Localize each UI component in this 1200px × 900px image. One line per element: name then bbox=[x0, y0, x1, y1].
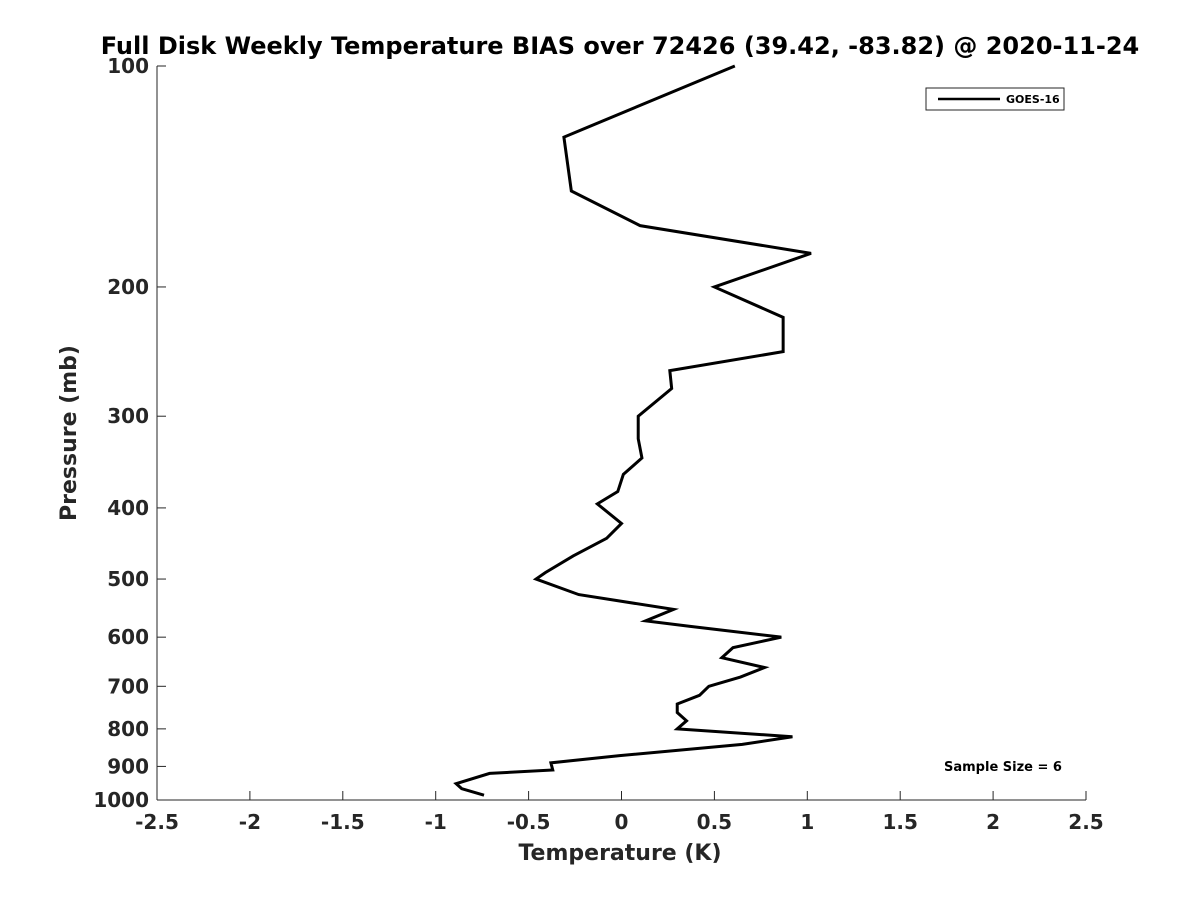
x-tick-label: 2 bbox=[986, 810, 1000, 834]
y-tick-label: 200 bbox=[107, 275, 149, 299]
sample-size-annotation: Sample Size = 6 bbox=[944, 760, 1062, 775]
x-tick-label: -0.5 bbox=[507, 810, 551, 834]
series-layer bbox=[453, 64, 812, 797]
y-tick-label: 800 bbox=[107, 717, 149, 741]
x-tick-label: 0.5 bbox=[697, 810, 732, 834]
y-tick-label: 600 bbox=[107, 625, 149, 649]
x-tick-label: 1.5 bbox=[882, 810, 917, 834]
x-tick-label: 2.5 bbox=[1068, 810, 1103, 834]
legend-label: GOES-16 bbox=[1006, 93, 1060, 106]
y-ticks: 100 200 300 400 500 600 700 800 900 1000 bbox=[93, 54, 166, 812]
x-tick-label: -1 bbox=[425, 810, 447, 834]
legend: GOES-16 bbox=[925, 87, 1065, 111]
x-tick-label: 1 bbox=[800, 810, 814, 834]
y-tick-label: 900 bbox=[107, 754, 149, 778]
chart-title: Full Disk Weekly Temperature BIAS over 7… bbox=[101, 32, 1140, 60]
x-tick-label: -2 bbox=[239, 810, 261, 834]
y-tick-label: 1000 bbox=[93, 788, 149, 812]
y-tick-label: 700 bbox=[107, 674, 149, 698]
y-tick-label: 400 bbox=[107, 496, 149, 520]
x-tick-label: -1.5 bbox=[321, 810, 365, 834]
x-tick-label: -2.5 bbox=[135, 810, 179, 834]
x-axis-label: Temperature (K) bbox=[518, 841, 721, 866]
y-tick-label: 500 bbox=[107, 567, 149, 591]
y-tick-label: 100 bbox=[107, 54, 149, 78]
y-axis-label: Pressure (mb) bbox=[57, 345, 82, 521]
x-ticks: -2.5 -2 -1.5 -1 -0.5 0 0.5 1 1.5 2 2.5 bbox=[135, 791, 1104, 834]
x-tick-label: 0 bbox=[615, 810, 629, 834]
series-line-goes-16 bbox=[453, 64, 812, 797]
y-tick-label: 300 bbox=[107, 404, 149, 428]
